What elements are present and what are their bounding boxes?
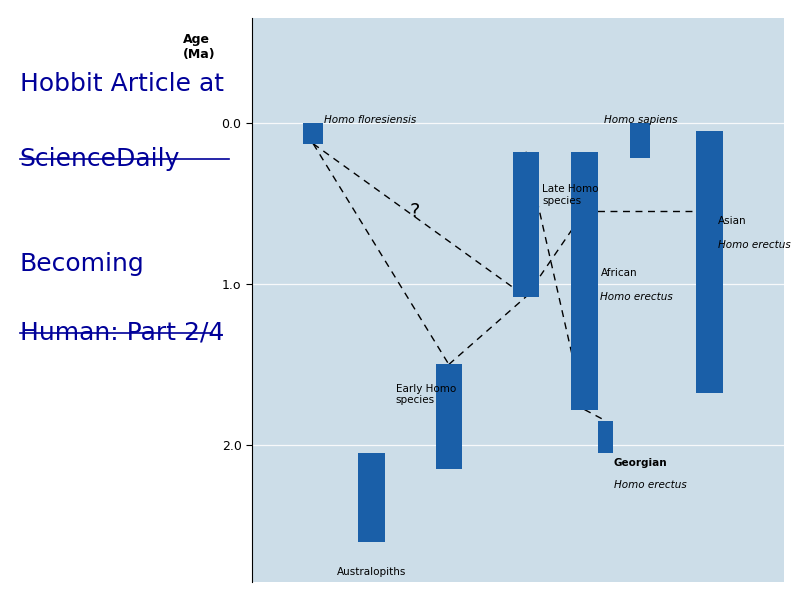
- Bar: [630, 123, 650, 158]
- Text: Becoming: Becoming: [19, 252, 144, 276]
- Text: Late Homo
species: Late Homo species: [542, 184, 598, 206]
- Text: Homo sapiens: Homo sapiens: [604, 115, 677, 125]
- Text: Asian: Asian: [718, 216, 746, 226]
- Bar: [571, 152, 598, 410]
- Bar: [303, 123, 323, 143]
- Bar: [598, 421, 614, 453]
- Text: Homo erectus: Homo erectus: [614, 481, 686, 490]
- Bar: [358, 453, 385, 542]
- Text: Age
(Ma): Age (Ma): [183, 32, 215, 61]
- Text: Georgian: Georgian: [614, 458, 667, 468]
- Text: Australopiths: Australopiths: [337, 568, 406, 577]
- Text: ?: ?: [409, 202, 419, 221]
- Bar: [435, 364, 462, 469]
- Bar: [513, 152, 539, 297]
- Bar: [696, 131, 723, 394]
- Text: Homo floresiensis: Homo floresiensis: [324, 115, 416, 125]
- Text: Early Homo
species: Early Homo species: [396, 384, 456, 406]
- Text: African: African: [601, 268, 637, 278]
- Text: Hobbit Article at: Hobbit Article at: [19, 72, 223, 96]
- Text: Homo erectus: Homo erectus: [601, 292, 674, 302]
- Text: ScienceDaily: ScienceDaily: [19, 147, 180, 171]
- Text: Human: Part 2/4: Human: Part 2/4: [19, 321, 224, 345]
- Text: Homo erectus: Homo erectus: [718, 241, 790, 250]
